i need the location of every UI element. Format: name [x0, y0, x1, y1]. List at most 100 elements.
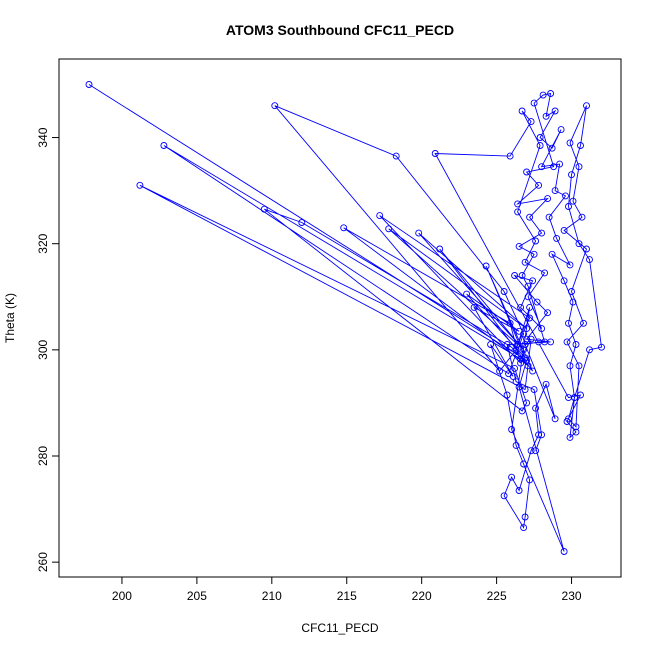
data-point: [514, 200, 522, 208]
data-point: [565, 394, 572, 402]
data-point: [496, 367, 504, 375]
data-point: [538, 229, 546, 237]
data-point: [517, 359, 525, 367]
data-point: [536, 142, 544, 149]
data-point: [572, 341, 580, 348]
y-axis-label: Theta (K): [3, 293, 17, 343]
y-tick-label: 300: [36, 340, 50, 360]
data-point: [85, 81, 93, 88]
x-tick-label: 200: [112, 589, 132, 603]
data-point: [514, 341, 522, 348]
y-tick-label: 320: [36, 233, 50, 253]
data-point: [271, 102, 279, 110]
data-point: [547, 338, 555, 346]
data-point: [529, 277, 537, 285]
data-point: [560, 226, 568, 234]
data-point: [385, 225, 393, 233]
data-point: [506, 152, 514, 160]
data-point: [512, 441, 520, 449]
data-point: [340, 224, 348, 232]
data-point: [160, 142, 168, 149]
data-point: [526, 314, 534, 322]
data-point: [542, 112, 550, 120]
data-point: [575, 240, 583, 248]
data-point: [415, 229, 423, 237]
data-point: [136, 181, 144, 189]
data-point: [544, 309, 552, 317]
data-point: [520, 524, 528, 532]
data-point: [530, 99, 538, 107]
data-point: [547, 90, 555, 97]
data-point: [551, 187, 559, 195]
data-point: [598, 343, 605, 351]
series-layer: [85, 81, 605, 555]
data-point: [557, 126, 565, 134]
data-point: [535, 181, 543, 189]
data-point: [517, 303, 525, 311]
data-point: [532, 237, 540, 245]
data-point: [551, 107, 559, 115]
data-point: [566, 362, 574, 370]
data-point: [521, 354, 529, 362]
data-point: [500, 288, 508, 295]
data-point: [539, 91, 547, 99]
data-point: [436, 245, 444, 253]
data-point: [518, 407, 526, 415]
data-point: [538, 163, 546, 171]
data-point: [515, 487, 523, 494]
data-point: [583, 102, 590, 110]
data-point: [566, 433, 574, 441]
data-point: [524, 362, 532, 370]
data-point: [260, 205, 268, 213]
data-point: [517, 355, 525, 363]
data-point: [569, 197, 577, 205]
data-point: [376, 212, 384, 220]
data-point: [538, 325, 546, 333]
data-point: [523, 325, 531, 333]
data-point: [515, 327, 523, 335]
data-point: [518, 107, 526, 115]
data-point: [538, 431, 546, 439]
data-point: [533, 298, 541, 306]
x-tick-label: 220: [412, 589, 432, 603]
data-point: [568, 171, 575, 179]
data-point: [523, 168, 531, 176]
data-point: [523, 399, 531, 407]
x-tick-label: 210: [262, 589, 282, 603]
data-point: [508, 426, 516, 433]
data-point: [515, 383, 523, 391]
data-point: [560, 277, 568, 285]
data-point: [512, 378, 520, 386]
data-point: [550, 163, 558, 171]
data-point: [563, 338, 571, 346]
data-point: [530, 386, 538, 394]
data-point: [575, 163, 583, 171]
x-tick-label: 230: [562, 589, 582, 603]
data-point: [568, 288, 575, 295]
data-point: [503, 391, 511, 399]
data-point: [509, 372, 517, 380]
data-point: [563, 418, 571, 425]
data-point: [536, 134, 544, 141]
data-point: [523, 335, 531, 343]
data-point: [578, 213, 586, 221]
data-point: [572, 423, 580, 431]
data-point: [532, 447, 540, 455]
data-point: [541, 269, 549, 277]
data-point: [514, 208, 522, 216]
data-point: [520, 460, 528, 468]
data-point: [556, 160, 564, 168]
data-point: [511, 364, 519, 372]
data-point: [553, 234, 561, 242]
data-point: [586, 346, 593, 354]
data-point: [575, 362, 583, 370]
data-point: [515, 242, 523, 250]
data-point: [524, 293, 532, 301]
x-tick-label: 205: [187, 589, 207, 603]
data-point: [560, 548, 568, 555]
data-point: [518, 272, 526, 279]
data-point: [463, 290, 471, 298]
data-point: [521, 258, 529, 266]
data-point: [530, 250, 538, 258]
x-axis-label: CFC11_PECD: [301, 621, 378, 635]
